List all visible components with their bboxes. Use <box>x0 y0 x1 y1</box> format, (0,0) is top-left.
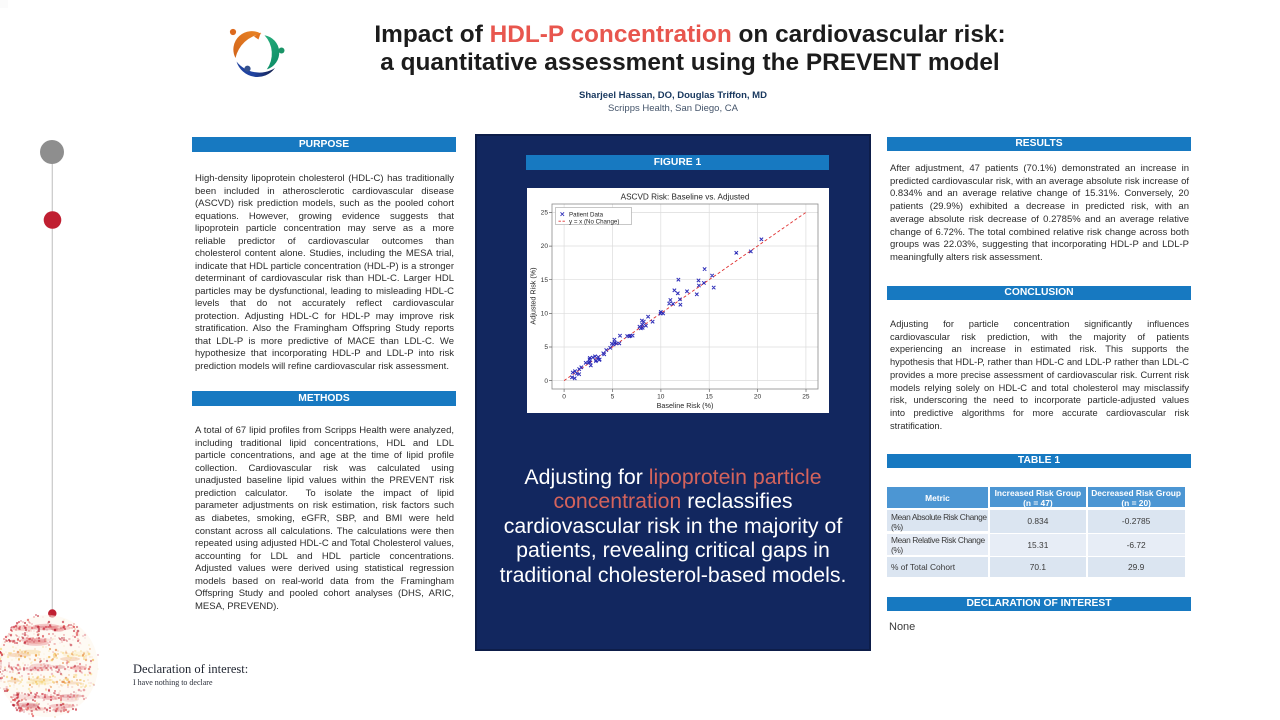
svg-text:5: 5 <box>544 344 548 351</box>
svg-text:20: 20 <box>754 394 762 401</box>
svg-text:Baseline Risk (%): Baseline Risk (%) <box>657 401 714 410</box>
svg-text:15: 15 <box>706 394 714 401</box>
svg-text:10: 10 <box>541 311 549 318</box>
svg-text:0: 0 <box>544 378 548 385</box>
svg-text:y = x (No Change): y = x (No Change) <box>569 218 619 225</box>
svg-text:Patient Data: Patient Data <box>569 212 604 219</box>
svg-text:0: 0 <box>562 394 566 401</box>
svg-text:20: 20 <box>541 243 549 250</box>
svg-text:25: 25 <box>802 394 810 401</box>
svg-text:Adjusted Risk (%): Adjusted Risk (%) <box>529 267 538 324</box>
svg-text:ASCVD Risk: Baseline vs. Adjus: ASCVD Risk: Baseline vs. Adjusted <box>621 193 750 202</box>
svg-text:25: 25 <box>541 210 549 217</box>
svg-text:5: 5 <box>611 394 615 401</box>
svg-text:10: 10 <box>657 394 665 401</box>
svg-text:15: 15 <box>541 277 549 284</box>
